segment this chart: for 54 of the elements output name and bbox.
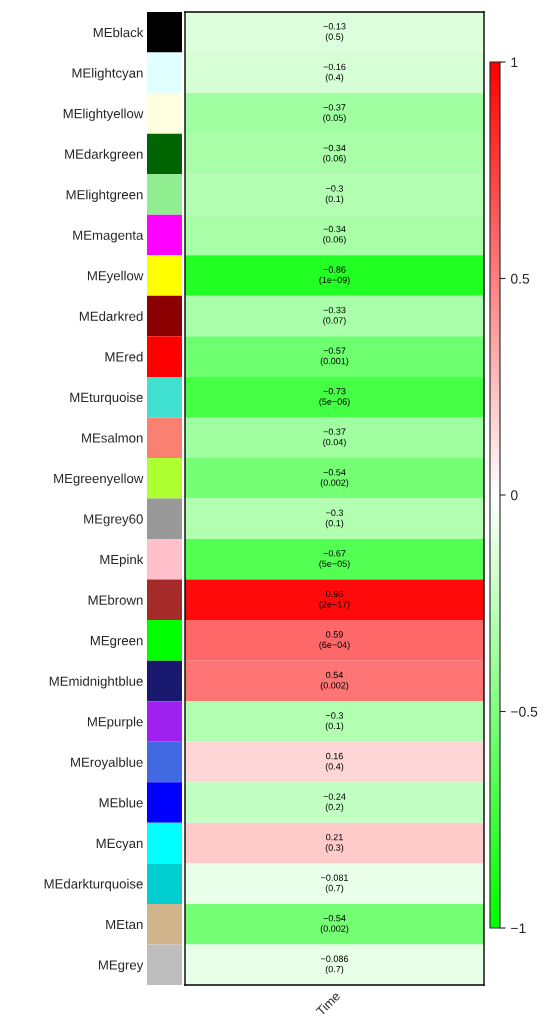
y-tick-label: MElightgreen <box>66 189 143 202</box>
y-tick-label: MElightcyan <box>72 68 143 81</box>
data-label: −0.34 (0.06) <box>323 225 346 245</box>
data-label: −0.37 (0.05) <box>323 104 346 123</box>
data-label: 0.54 (0.002) <box>320 671 349 691</box>
data-label: −0.54 (0.002) <box>320 915 349 934</box>
y-tick-label: MEdarkgreen <box>65 149 143 162</box>
data-label: −0.3 (0.1) <box>325 509 344 529</box>
x-tick-label: Time <box>315 990 341 1017</box>
color-bar-label: 0 <box>510 490 518 501</box>
y-tick-label: MEyellow <box>87 270 144 284</box>
y-tick-label: MEgrey60 <box>84 514 143 527</box>
data-label: −0.086 (0.7) <box>321 955 349 975</box>
y-tick-label: MEturquoise <box>70 392 143 405</box>
data-label: −0.3 (0.1) <box>325 712 344 731</box>
data-label: −0.24 (0.2) <box>323 793 346 812</box>
data-label: −0.34 (0.06) <box>323 144 346 164</box>
color-bar-label: −1 <box>511 923 526 934</box>
y-tick-label: MEsalmon <box>82 432 143 443</box>
color-bar-label: 1 <box>511 57 518 68</box>
y-tick-label: MEgrey <box>98 960 144 973</box>
data-label: 0.16 (0.4) <box>325 752 344 772</box>
data-label: −0.54 (0.002) <box>320 469 349 488</box>
data-label: −0.16 (0.4) <box>323 63 346 83</box>
data-label: −0.37 (0.04) <box>323 428 346 448</box>
data-label: −0.33 (0.07) <box>323 306 346 326</box>
data-label: −0.081 (0.7) <box>321 874 348 894</box>
y-tick-label: MEmagenta <box>73 230 144 243</box>
y-tick-label: MEdarkturquoise <box>44 878 143 892</box>
y-tick-label: MEbrown <box>88 595 143 605</box>
color-bar-label: −0.5 <box>511 706 538 717</box>
y-tick-label: MEmidnightblue <box>49 676 143 689</box>
y-tick-label: MEpurple <box>87 716 143 729</box>
data-label: −0.73 (5e−06) <box>319 387 350 407</box>
y-tick-label: MEblack <box>93 27 144 38</box>
y-tick-label: MEpink <box>100 554 144 567</box>
data-label: −0.57 (0.001) <box>320 347 349 366</box>
data-label: −0.86 (1e−09) <box>319 266 350 285</box>
data-label: 0.96 (2e−17) <box>319 590 350 610</box>
y-tick-label: MEroyalblue <box>71 757 143 770</box>
color-bar-label: 0.5 <box>510 273 530 284</box>
data-label: 0.21 (0.3) <box>325 833 344 853</box>
y-tick-label: MEdarkred <box>79 311 143 321</box>
data-label: −0.67 (5e−05) <box>319 550 350 569</box>
y-tick-label: MEcyan <box>96 838 143 851</box>
data-label: −0.13 (0.5) <box>323 23 346 42</box>
y-tick-label: MElightyellow <box>63 108 144 121</box>
y-tick-label: MEtan <box>106 919 143 930</box>
y-tick-label: MEred <box>105 351 143 362</box>
y-tick-label: MEgreen <box>90 636 143 648</box>
data-label: 0.59 (6e−04) <box>319 631 350 650</box>
y-tick-label: MEgreenyellow <box>54 473 144 486</box>
data-label: −0.3 (0.1) <box>325 185 344 204</box>
y-tick-label: MEblue <box>99 797 143 808</box>
